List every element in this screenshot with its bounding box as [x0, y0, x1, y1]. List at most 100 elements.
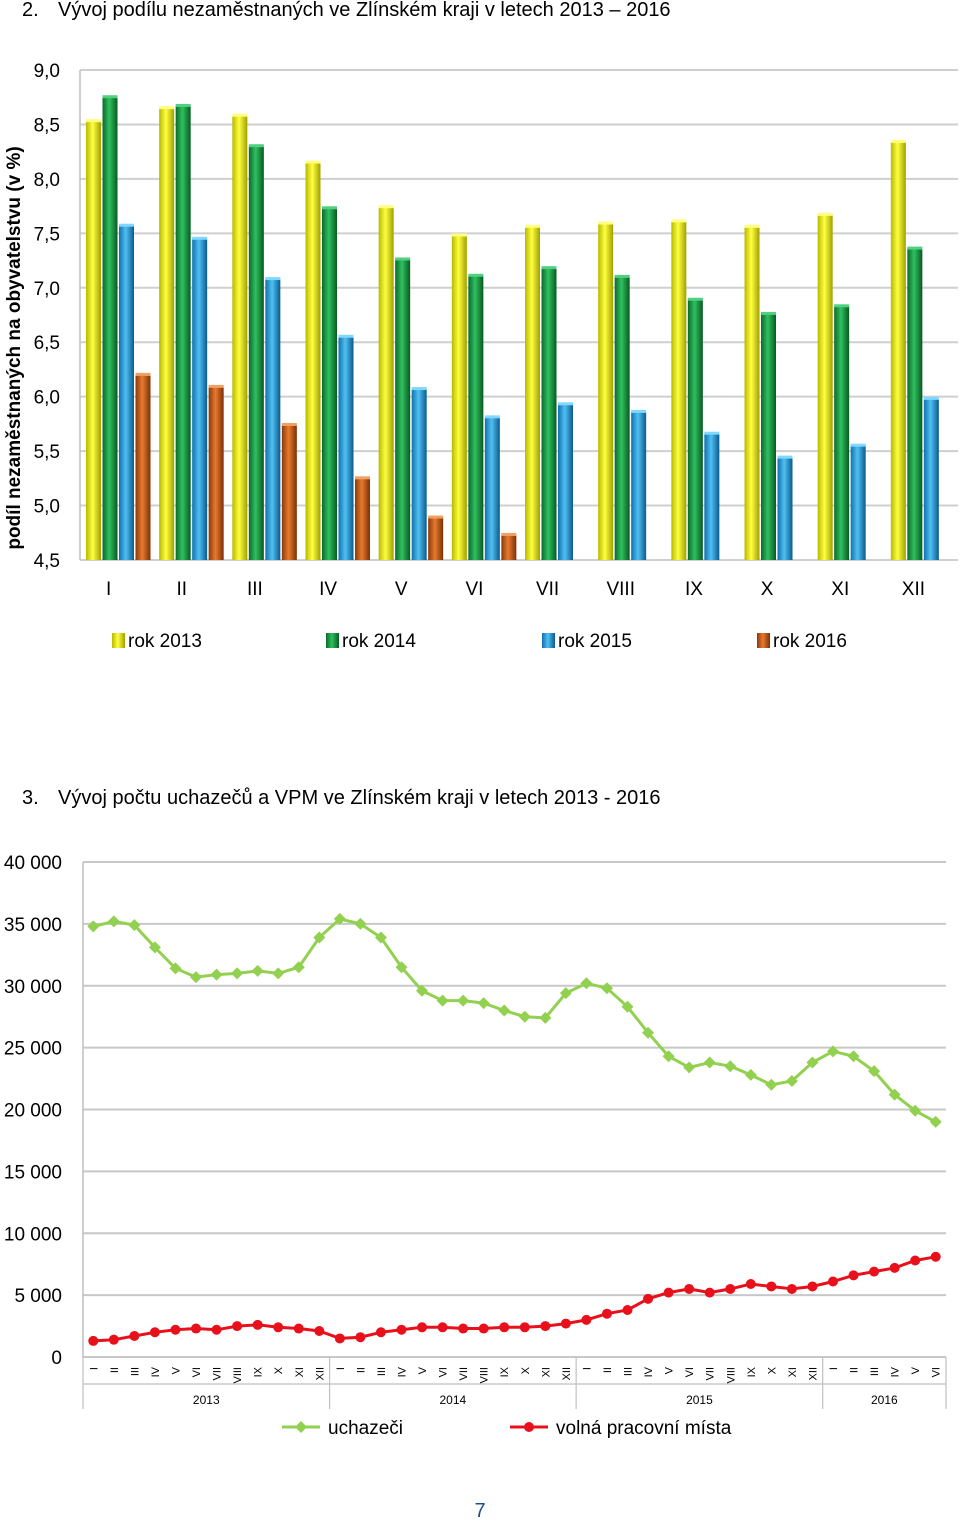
point-uchazeci [87, 920, 100, 933]
bar-top [598, 221, 614, 225]
y-tick-label: 7,0 [34, 279, 60, 300]
point-volna-pracovni-mista [334, 1333, 345, 1344]
unemployment-share-bar-chart: 4,55,05,56,06,57,07,58,08,59,0I II III IV V V… [4, 61, 958, 652]
point-volna-pracovni-mista [273, 1322, 284, 1333]
point-volna-pracovni-mista [519, 1322, 530, 1333]
bar-rok-2013-XII [890, 141, 906, 560]
bar-top [777, 455, 793, 459]
x-month-label: IX [253, 1366, 265, 1377]
x-month-label: IX [746, 1366, 758, 1377]
point-volna-pracovni-mista [499, 1322, 510, 1333]
bar-rok-2013-VIII [598, 223, 614, 561]
bar-rok-2015-II [192, 238, 208, 560]
legend-swatch [326, 633, 339, 648]
x-month-label: IX [499, 1366, 511, 1377]
point-uchazeci [416, 984, 429, 997]
legend-item-uchazeci: uchazeči [282, 1418, 403, 1439]
point-uchazeci [313, 931, 326, 944]
point-volna-pracovni-mista [889, 1262, 900, 1273]
bar-top [411, 387, 427, 391]
y-tick-label: 25 000 [4, 1039, 62, 1060]
bar-rok-2014-II [175, 105, 191, 560]
point-uchazeci [806, 1056, 819, 1069]
x-tick-label: IX [685, 579, 703, 600]
x-month-label: I [828, 1367, 840, 1370]
point-uchazeci [395, 961, 408, 974]
point-uchazeci [683, 1061, 696, 1074]
y-tick-label: 5 000 [14, 1286, 62, 1307]
point-volna-pracovni-mista [663, 1287, 674, 1298]
point-uchazeci [190, 971, 203, 984]
bar-rok-2014-VII [541, 268, 557, 560]
x-tick-label: VIII [606, 579, 635, 600]
bar-top [907, 246, 923, 250]
point-uchazeci [169, 962, 182, 975]
x-year-label: 2014 [440, 1393, 467, 1407]
point-uchazeci [703, 1056, 716, 1069]
point-uchazeci [847, 1050, 860, 1063]
bar-rok-2013-III [232, 115, 248, 560]
legend-label: rok 2014 [342, 631, 416, 652]
point-uchazeci [148, 941, 161, 954]
point-uchazeci [128, 919, 141, 932]
point-volna-pracovni-mista [848, 1270, 859, 1281]
x-month-label: VII [705, 1367, 717, 1380]
x-month-label: VIII [232, 1367, 244, 1384]
bar-top [468, 273, 484, 277]
point-volna-pracovni-mista [458, 1323, 469, 1334]
y-tick-label: 6,0 [34, 388, 60, 409]
y-tick-label: 8,0 [34, 170, 60, 191]
point-volna-pracovni-mista [827, 1276, 838, 1287]
bar-rok-2013-VII [525, 226, 540, 561]
point-uchazeci [580, 977, 593, 990]
bar-rok-2013-I [86, 121, 101, 560]
bar-top [890, 139, 906, 143]
x-year-label: 2015 [686, 1393, 713, 1407]
x-month-label: X [766, 1366, 778, 1374]
bar-top [501, 532, 517, 536]
bar-top [322, 206, 337, 210]
legend-item-rok-2015: rok 2015 [542, 631, 632, 652]
x-month-label: XI [294, 1367, 306, 1377]
point-volna-pracovni-mista [437, 1322, 448, 1333]
bar-top [631, 409, 647, 413]
bar-rok-2015-VI [484, 417, 500, 560]
y-tick-label: 5,0 [34, 497, 60, 518]
bar-rok-2014-IV [322, 208, 337, 561]
point-uchazeci [868, 1065, 881, 1078]
x-month-label: VI [191, 1367, 203, 1377]
bar-top [687, 297, 703, 301]
bar-rok-2016-VI [501, 534, 517, 560]
x-month-label: II [849, 1367, 861, 1373]
point-volna-pracovni-mista [129, 1330, 140, 1341]
bar-top [175, 103, 191, 107]
x-month-label: XI [787, 1367, 799, 1377]
point-volna-pracovni-mista [108, 1334, 119, 1345]
x-month-label: II [355, 1367, 367, 1373]
x-month-label: V [664, 1366, 676, 1374]
series-line-uchazeci [92, 917, 937, 1124]
bar-rok-2014-XII [907, 248, 923, 561]
bar-top [159, 106, 175, 110]
x-month-label: III [376, 1367, 388, 1376]
bar-rok-2013-VI [451, 235, 467, 560]
point-uchazeci [292, 961, 305, 974]
bar-top [704, 431, 720, 435]
y-tick-label: 7,5 [34, 224, 60, 245]
x-tick-label: X [761, 579, 774, 600]
bar-rok-2015-VIII [631, 411, 647, 560]
point-volna-pracovni-mista [478, 1323, 489, 1334]
x-month-label: XII [807, 1367, 819, 1380]
bar-top [761, 311, 776, 315]
point-volna-pracovni-mista [211, 1324, 222, 1335]
legend-item-rok-2013: rok 2013 [112, 631, 202, 652]
x-month-label: XII [314, 1367, 326, 1380]
x-tick-label: V [395, 579, 408, 600]
x-month-label: X [273, 1366, 285, 1374]
bar-top [248, 144, 264, 148]
point-uchazeci [765, 1078, 778, 1091]
point-uchazeci [272, 967, 285, 980]
y-tick-label: 9,0 [34, 61, 60, 82]
bar-top [102, 95, 118, 99]
bar-rok-2016-IV [355, 478, 370, 560]
